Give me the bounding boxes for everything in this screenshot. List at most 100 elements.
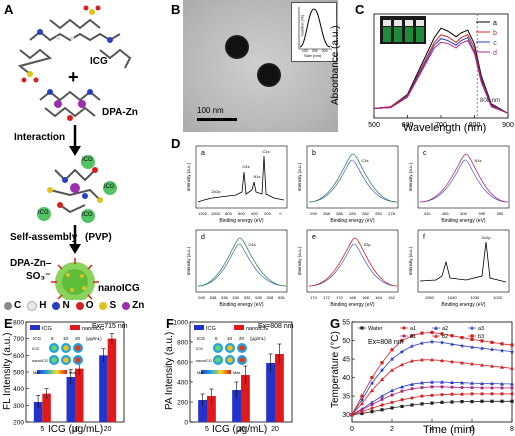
chart-g-point-b1 — [500, 386, 504, 390]
chart-g-point-a1 — [410, 396, 414, 400]
chart-g-point-b2 — [420, 357, 424, 362]
chart-g-point-a3 — [489, 347, 495, 352]
chart-g-point-b1 — [360, 408, 364, 412]
chart-g-ytick-label: 45 — [342, 357, 350, 364]
xps-xtick-label: 400 — [460, 211, 467, 216]
legend-n: N — [52, 300, 70, 311]
legend-h: H — [27, 300, 46, 311]
chartF-ytick-label: 600 — [177, 360, 188, 367]
chart-g-point-b3 — [420, 331, 424, 335]
chart-g-series-b3 — [350, 330, 514, 417]
chart-g-point-a2 — [430, 380, 434, 384]
chartF-legend-swatch-ICG — [194, 325, 204, 330]
xps-xtick-label: 172 — [323, 295, 330, 300]
panel-d-letter: D — [171, 136, 181, 151]
chart-c-legend-label-b: b — [493, 30, 497, 37]
chartE-ytick-label: 300 — [13, 403, 24, 410]
chart-g-point-a2 — [400, 384, 404, 389]
chartE-xtick-label: 5 — [40, 426, 44, 433]
chart-g-point-b1 — [420, 385, 424, 390]
chart-g-point-b2 — [400, 362, 404, 367]
chart-g-point-b1 — [470, 385, 474, 390]
xps-ylabel: Intensity (a.u.) — [186, 246, 191, 275]
chart-g-legend-marker-b1 — [402, 334, 406, 338]
ball-label-3: ICG — [38, 210, 49, 216]
chartF-scale-max: Max — [233, 370, 241, 375]
xps-fit-curve — [419, 159, 509, 203]
chart-g-point-b1 — [480, 386, 484, 390]
chartE-inset-row-label: nanoICG — [32, 358, 48, 363]
legend-c: C — [4, 300, 21, 311]
chart-g-point-b2 — [370, 388, 374, 393]
chart-g-point-a2 — [390, 388, 394, 393]
chartF-inset-header-0: ICG — [197, 336, 206, 341]
chartE-bar-ICG-20 — [99, 355, 108, 422]
chart-f-xlabel: ICG (μg/mL) — [212, 424, 268, 435]
chart-g-legend-marker-b2 — [434, 334, 438, 338]
chart-e-xlabel: ICG (μg/mL) — [48, 424, 104, 435]
xps-xtick-label: 540 — [198, 295, 205, 300]
xps-xtick-label: 0 — [279, 211, 282, 216]
chartF-inset-header-1: 5 — [215, 336, 218, 341]
chart-g-point-b2 — [430, 357, 434, 362]
chartE-ytick-label: 200 — [13, 420, 24, 427]
chartF-ytick-label: 0 — [184, 420, 188, 427]
chartF-inset-spot-core — [215, 345, 221, 351]
chartE-ytick-label: 400 — [13, 386, 24, 393]
chart-g-point-b2 — [500, 365, 504, 369]
legend-s: S — [99, 300, 116, 311]
xps-xtick-label: 800 — [225, 211, 232, 216]
scale-bar — [197, 118, 237, 121]
xps-xtick-label: 528 — [267, 295, 274, 300]
chart-g-xtick-label: 4 — [430, 426, 434, 433]
chartF-legend-swatch-nanoICG — [234, 325, 244, 330]
label-pvp: (PVP) — [85, 232, 112, 243]
xps-subpanel-letter: b — [312, 150, 316, 157]
chart-g-point-a3 — [419, 340, 425, 346]
chart-g-point-a2 — [460, 380, 464, 385]
chart-g-point-b2 — [390, 368, 394, 372]
chartE-inset-header-0: ICG — [33, 336, 42, 341]
vial-cap — [416, 20, 424, 26]
xps-xtick-label: 288 — [323, 211, 330, 216]
chart-g-ytick-label: 35 — [342, 394, 350, 401]
vial-liquid — [405, 27, 413, 42]
xps-peak-label: S2p — [363, 242, 371, 247]
chart-g-xlabel: Time (min) — [423, 424, 476, 436]
xps-xtick-label: 405 — [442, 211, 449, 216]
vial-cap — [383, 20, 391, 26]
panel-a-letter: A — [4, 2, 14, 17]
xps-xtick-label: 530 — [255, 295, 262, 300]
chart-g-point-a3 — [479, 346, 485, 351]
chart-g-ex-label: Ex=808 nm — [368, 339, 404, 346]
chartE-inset-spot-core — [63, 345, 69, 351]
panel-f-letter: F — [166, 316, 174, 331]
chartF-bar-ICG-5 — [198, 400, 207, 422]
chart-g-point-b3 — [510, 343, 514, 347]
chart-g-point-Water — [390, 406, 394, 410]
chart-g-point-a3 — [499, 348, 505, 353]
chart-g-point-b3 — [450, 334, 454, 338]
chart-e-ex-label: Ex=715 nm — [92, 323, 128, 330]
chart-g-legend-marker-a2 — [434, 326, 438, 330]
chart-g-legend-label-a3: a3 — [478, 326, 484, 332]
chart-g-point-a3 — [379, 367, 385, 373]
chart-g-point-a2 — [490, 381, 494, 386]
xps-peak-label: O1s — [242, 164, 249, 169]
chart-g-point-Water — [450, 400, 454, 404]
scale-bar-label: 100 nm — [197, 106, 224, 115]
chart-g-point-b2 — [510, 366, 514, 370]
chart-g-point-a1 — [430, 393, 434, 397]
chartF-inset-row-label: ICG — [196, 346, 203, 351]
chart-g-point-b3 — [480, 339, 484, 343]
xps-peak-label: Zn2p — [211, 189, 221, 194]
chart-g-xtick-label: 0 — [350, 426, 354, 433]
chart-c-xtick-label: 700 — [435, 122, 447, 129]
ball-label-1: ICG — [82, 157, 93, 163]
chartF-inset-row-label: nanoICG — [196, 358, 212, 363]
chartF-ytick-label: 1000 — [174, 320, 189, 327]
xps-xlabel: Binding energy (eV) — [330, 218, 375, 224]
chart-g-point-a3 — [369, 380, 375, 386]
chart-g-point-b3 — [390, 348, 394, 352]
label-dpa-zn-2: DPA-Zn– — [10, 258, 52, 269]
